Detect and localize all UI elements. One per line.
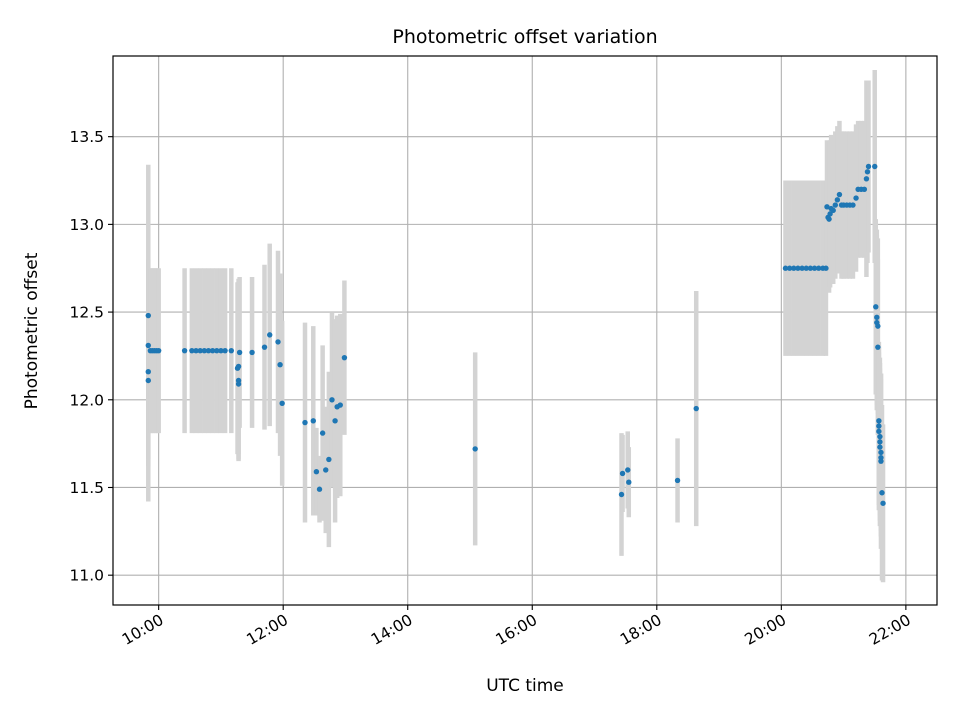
data-point bbox=[874, 314, 880, 321]
data-point bbox=[326, 456, 332, 463]
data-point bbox=[826, 216, 832, 222]
data-point bbox=[618, 491, 625, 498]
data-point bbox=[155, 347, 162, 354]
y-tick-label: 13.0 bbox=[69, 216, 104, 234]
data-point bbox=[791, 265, 797, 271]
data-point bbox=[625, 467, 631, 473]
data-point bbox=[261, 344, 268, 350]
data-point bbox=[228, 347, 235, 354]
data-point bbox=[877, 439, 883, 445]
data-point bbox=[205, 347, 212, 354]
data-point bbox=[193, 347, 199, 354]
data-point bbox=[626, 479, 632, 485]
data-point bbox=[214, 347, 220, 354]
data-point bbox=[145, 342, 151, 349]
data-point bbox=[674, 477, 681, 484]
data-point bbox=[863, 176, 870, 182]
data-point bbox=[279, 400, 285, 406]
x-axis-title: UTC time bbox=[486, 676, 564, 696]
data-point bbox=[472, 446, 478, 452]
data-point bbox=[332, 418, 338, 424]
y-tick-label: 12.5 bbox=[69, 304, 104, 322]
y-axis-ticks: 11.0 11.5 12.0 12.5 13.0 13.5 bbox=[69, 128, 113, 585]
data-point bbox=[275, 339, 281, 345]
data-point bbox=[181, 347, 188, 354]
data-point bbox=[876, 428, 882, 435]
data-point bbox=[807, 265, 814, 271]
plot-frame bbox=[112, 55, 938, 606]
data-point bbox=[145, 312, 151, 319]
data-point bbox=[313, 468, 320, 475]
data-point bbox=[209, 347, 216, 354]
data-point bbox=[834, 197, 841, 203]
data-point bbox=[782, 265, 789, 271]
data-point bbox=[876, 423, 882, 429]
data-point bbox=[218, 347, 224, 354]
data-point bbox=[319, 430, 326, 436]
data-point bbox=[836, 191, 843, 198]
data-point bbox=[337, 402, 343, 408]
data-point bbox=[872, 163, 878, 170]
y-axis-title: Photometric offset bbox=[22, 252, 42, 409]
data-point bbox=[799, 265, 805, 271]
data-point bbox=[865, 163, 872, 170]
data-point bbox=[879, 490, 885, 496]
data-point bbox=[873, 304, 879, 310]
data-point bbox=[864, 169, 871, 175]
data-point bbox=[880, 500, 886, 506]
data-point bbox=[235, 363, 242, 370]
data-point bbox=[876, 418, 882, 424]
data-point bbox=[803, 265, 809, 271]
y-tick-label: 11.0 bbox=[69, 567, 104, 585]
data-point bbox=[145, 377, 151, 384]
data-point bbox=[823, 265, 829, 271]
data-point bbox=[795, 265, 801, 271]
data-point bbox=[832, 202, 838, 208]
data-point bbox=[878, 458, 884, 464]
data-point bbox=[827, 211, 833, 217]
data-point bbox=[222, 347, 228, 354]
data-point bbox=[323, 467, 329, 473]
data-point bbox=[302, 419, 308, 426]
data-point bbox=[877, 433, 883, 440]
data-point bbox=[861, 186, 868, 193]
data-point bbox=[878, 449, 884, 456]
data-point bbox=[693, 405, 699, 412]
data-point bbox=[201, 347, 208, 354]
data-point bbox=[341, 354, 348, 361]
data-point bbox=[815, 265, 822, 271]
data-point bbox=[197, 347, 203, 354]
data-point bbox=[277, 362, 283, 368]
y-tick-label: 13.5 bbox=[69, 128, 104, 146]
data-point bbox=[236, 349, 243, 356]
data-point bbox=[853, 195, 859, 201]
data-point bbox=[786, 265, 793, 271]
data-point bbox=[850, 202, 856, 208]
data-point bbox=[235, 381, 242, 387]
data-point bbox=[267, 332, 273, 338]
data-point bbox=[145, 369, 151, 375]
data-point bbox=[824, 204, 830, 210]
data-point bbox=[310, 418, 316, 424]
y-tick-label: 11.5 bbox=[69, 479, 104, 497]
data-point bbox=[249, 349, 255, 356]
data-point bbox=[875, 323, 881, 329]
data-point bbox=[316, 486, 323, 492]
data-point bbox=[877, 444, 883, 450]
data-point bbox=[811, 265, 818, 271]
data-point bbox=[619, 470, 626, 477]
chart-title: Photometric offset variation bbox=[392, 26, 657, 48]
data-point bbox=[875, 344, 881, 350]
data-point bbox=[189, 347, 195, 354]
data-point bbox=[830, 207, 836, 214]
data-point bbox=[329, 397, 335, 403]
data-points bbox=[145, 163, 886, 506]
y-tick-label: 12.0 bbox=[69, 391, 104, 409]
